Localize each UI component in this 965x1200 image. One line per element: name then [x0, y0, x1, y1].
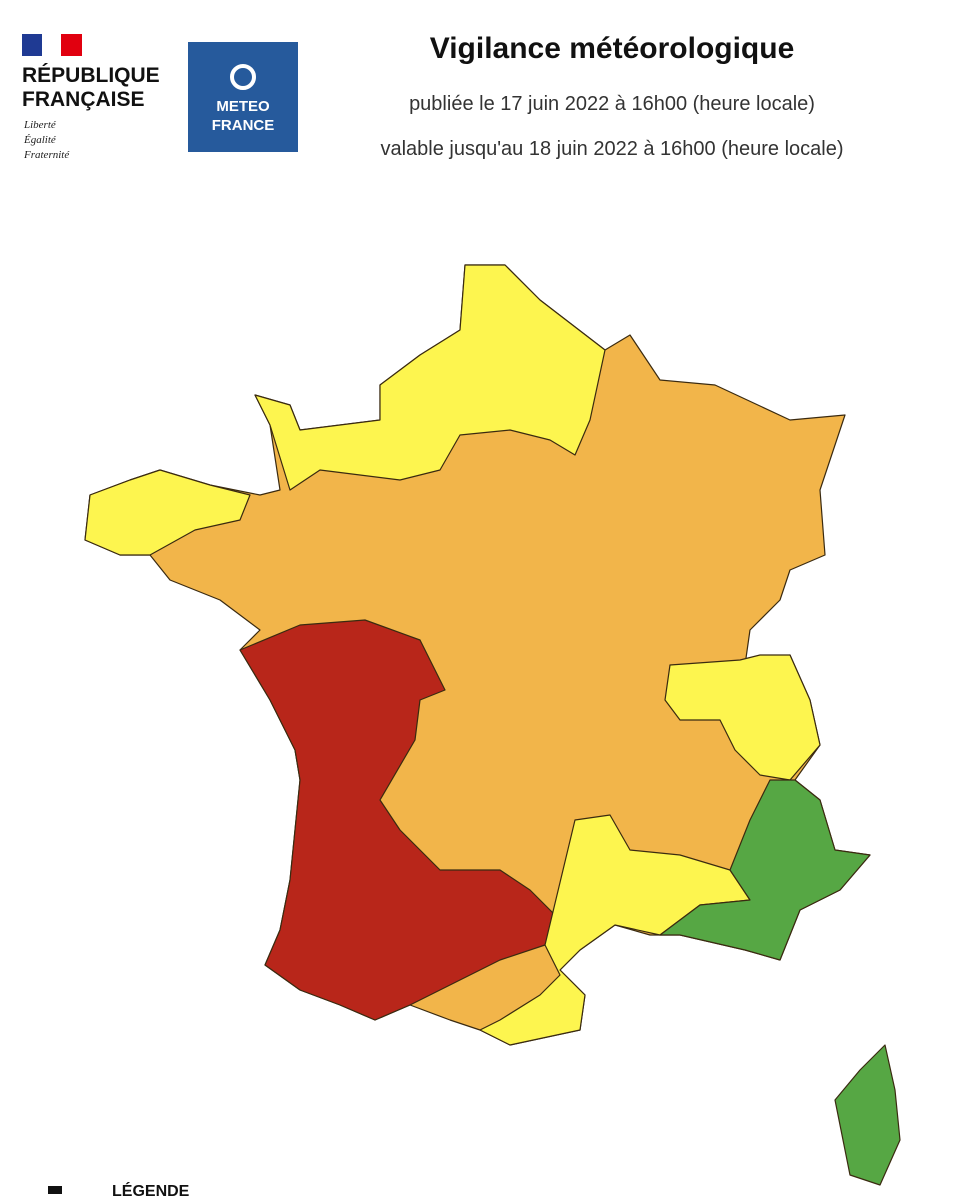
flag-white	[42, 34, 61, 56]
flag-blue	[22, 34, 42, 56]
motto-line: Liberté	[23, 119, 57, 131]
corsica	[834, 1044, 901, 1186]
logo-text: FRANCE	[212, 117, 275, 134]
region-yellow-south	[479, 814, 751, 1046]
logo-box	[188, 42, 298, 152]
region-green	[659, 779, 871, 961]
region-yellow-north	[254, 264, 606, 491]
valid: valable jusqu'au 18 juin 2022 à 16h00 (h…	[380, 138, 843, 160]
republique-line: RÉPUBLIQUE	[22, 64, 160, 87]
title: Vigilance météorologique	[430, 32, 795, 65]
republique-line: FRANÇAISE	[22, 88, 145, 111]
map	[84, 264, 901, 1186]
flag-red	[61, 34, 82, 56]
published: publiée le 17 juin 2022 à 16h00 (heure l…	[409, 93, 815, 115]
logo-text: METEO	[216, 98, 270, 115]
meteo-france-logo: METEO FRANCE	[188, 42, 298, 152]
motto-line: Égalité	[23, 134, 57, 146]
legend-icon	[48, 1186, 62, 1194]
motto-line: Fraternité	[23, 149, 70, 161]
republique-logo: RÉPUBLIQUE FRANÇAISE Liberté Égalité Fra…	[22, 34, 160, 161]
legend-heading: LÉGENDE	[112, 1181, 190, 1200]
logo-icon	[230, 64, 256, 90]
region-yellow-brittany	[84, 469, 251, 556]
